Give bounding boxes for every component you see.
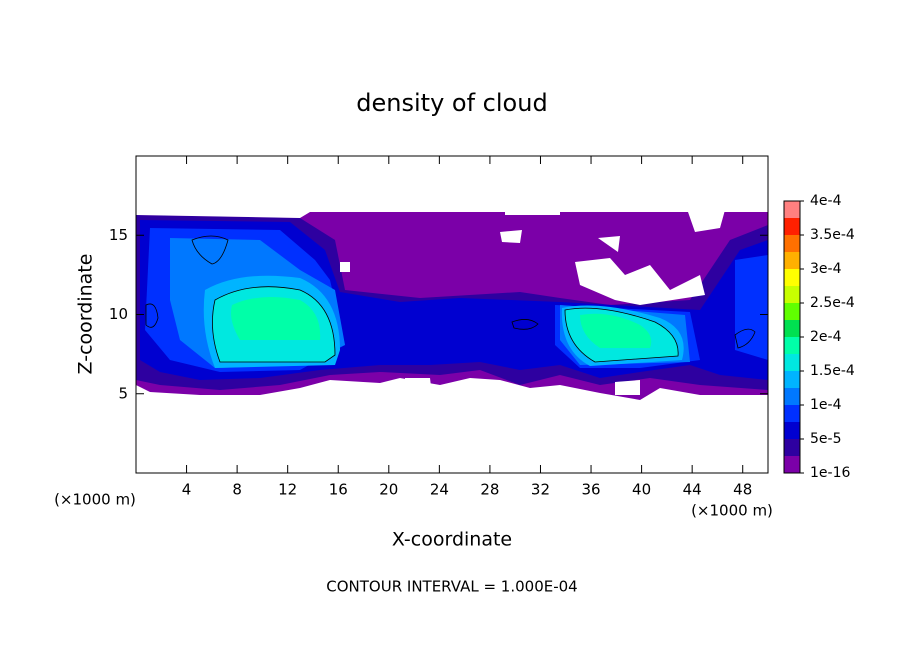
colorbar-tick-label: 2e-4 (810, 329, 842, 345)
colorbar-band (784, 218, 800, 235)
contour-field (136, 210, 768, 400)
colorbar-tick-label: 2.5e-4 (810, 295, 855, 311)
x-tick-label: 36 (581, 481, 600, 499)
colorbar-band (784, 371, 800, 388)
colorbar-tick-label: 1e-4 (810, 397, 842, 413)
y-tick-label: 5 (118, 384, 128, 402)
x-tick-label: 48 (733, 481, 752, 499)
x-tick-label: 40 (632, 481, 651, 499)
colorbar-band (784, 456, 800, 473)
x-tick-label: 4 (182, 481, 192, 499)
x-tick-label: 24 (430, 481, 449, 499)
x-tick-label: 8 (232, 481, 242, 499)
colorbar-tick-label: 1.5e-4 (810, 363, 855, 379)
colorbar-tick-label: 3e-4 (810, 261, 842, 277)
chart-title: density of cloud (356, 89, 547, 117)
x-axis-label: X-coordinate (392, 529, 512, 551)
colorbar-band (784, 235, 800, 252)
x-tick-label: 12 (278, 481, 297, 499)
colorbar-tick-label: 5e-5 (810, 431, 841, 447)
y-axis-label: Z-coordinate (75, 254, 97, 375)
x-tick-label: 28 (480, 481, 499, 499)
colorbar-tick-label: 1e-16 (810, 465, 850, 481)
colorbar-band (784, 201, 800, 218)
colorbar-band (784, 388, 800, 405)
colorbar-band (784, 286, 800, 303)
x-tick-label: 16 (329, 481, 348, 499)
y-tick-label: 10 (109, 305, 128, 323)
colorbar-tick-label: 3.5e-4 (810, 227, 855, 243)
colorbar-band (784, 405, 800, 422)
colorbar-band (784, 269, 800, 286)
x-tick-label: 20 (379, 481, 398, 499)
colorbar-tick-label: 4e-4 (810, 193, 842, 209)
colorbar-band (784, 337, 800, 354)
colorbar-band (784, 439, 800, 456)
colorbar-band (784, 422, 800, 439)
x-unit-label: (×1000 m) (691, 502, 773, 520)
colorbar-band (784, 320, 800, 337)
colorbar-band (784, 252, 800, 269)
footnote: CONTOUR INTERVAL = 1.000E-04 (326, 578, 577, 596)
x-tick-label: 32 (531, 481, 550, 499)
colorbar-band (784, 354, 800, 371)
x-unit-label: (×1000 m) (54, 491, 136, 509)
colorbar-band (784, 303, 800, 320)
x-tick-label: 44 (683, 481, 702, 499)
y-tick-label: 15 (109, 226, 128, 244)
